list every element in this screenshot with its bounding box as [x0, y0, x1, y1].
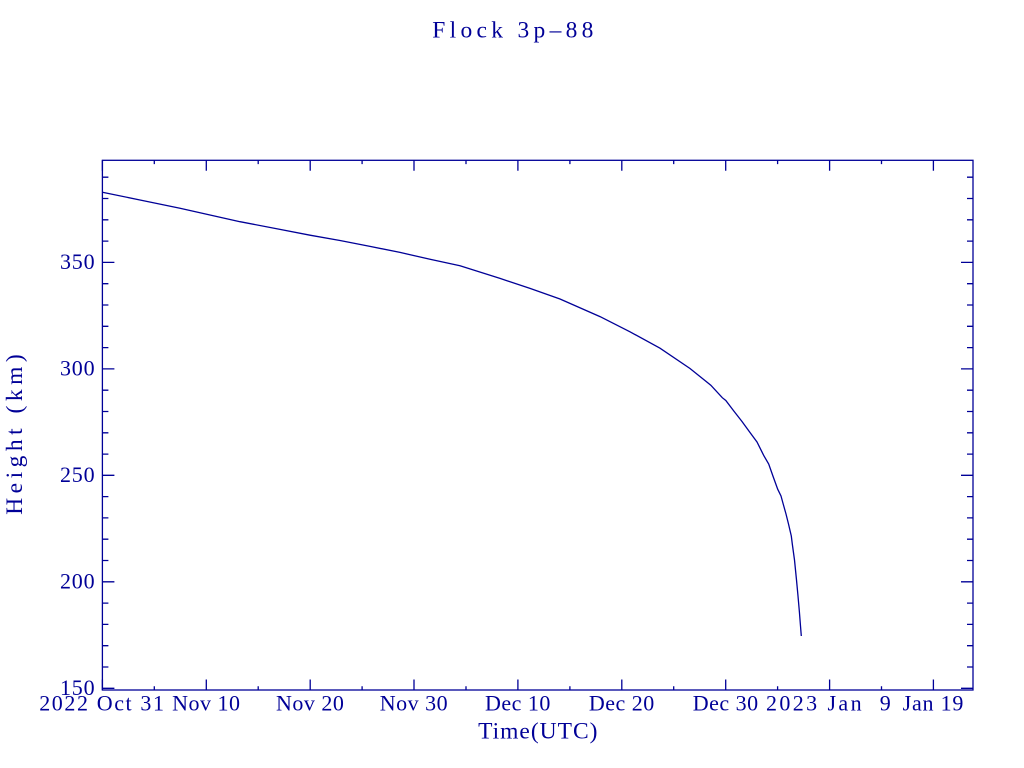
- svg-text:Jan 19: Jan 19: [903, 691, 965, 716]
- svg-text:Nov 20: Nov 20: [276, 691, 344, 716]
- svg-text:2022 Oct 31: 2022 Oct 31: [39, 691, 165, 716]
- svg-text:Nov 10: Nov 10: [172, 691, 240, 716]
- svg-text:350: 350: [60, 249, 95, 274]
- svg-text:Dec 10: Dec 10: [485, 691, 551, 716]
- svg-text:Nov 30: Nov 30: [380, 691, 448, 716]
- svg-text:Height (km): Height (km): [2, 350, 28, 515]
- svg-text:2023 Jan 9: 2023 Jan 9: [766, 691, 893, 716]
- svg-text:Dec 30: Dec 30: [693, 691, 759, 716]
- svg-text:200: 200: [60, 569, 95, 594]
- svg-text:Flock 3p–88: Flock 3p–88: [432, 17, 597, 43]
- svg-text:Time(UTC): Time(UTC): [478, 719, 598, 745]
- svg-text:250: 250: [60, 462, 95, 487]
- svg-text:300: 300: [60, 356, 95, 381]
- svg-text:150: 150: [60, 675, 95, 700]
- svg-text:Dec 20: Dec 20: [589, 691, 655, 716]
